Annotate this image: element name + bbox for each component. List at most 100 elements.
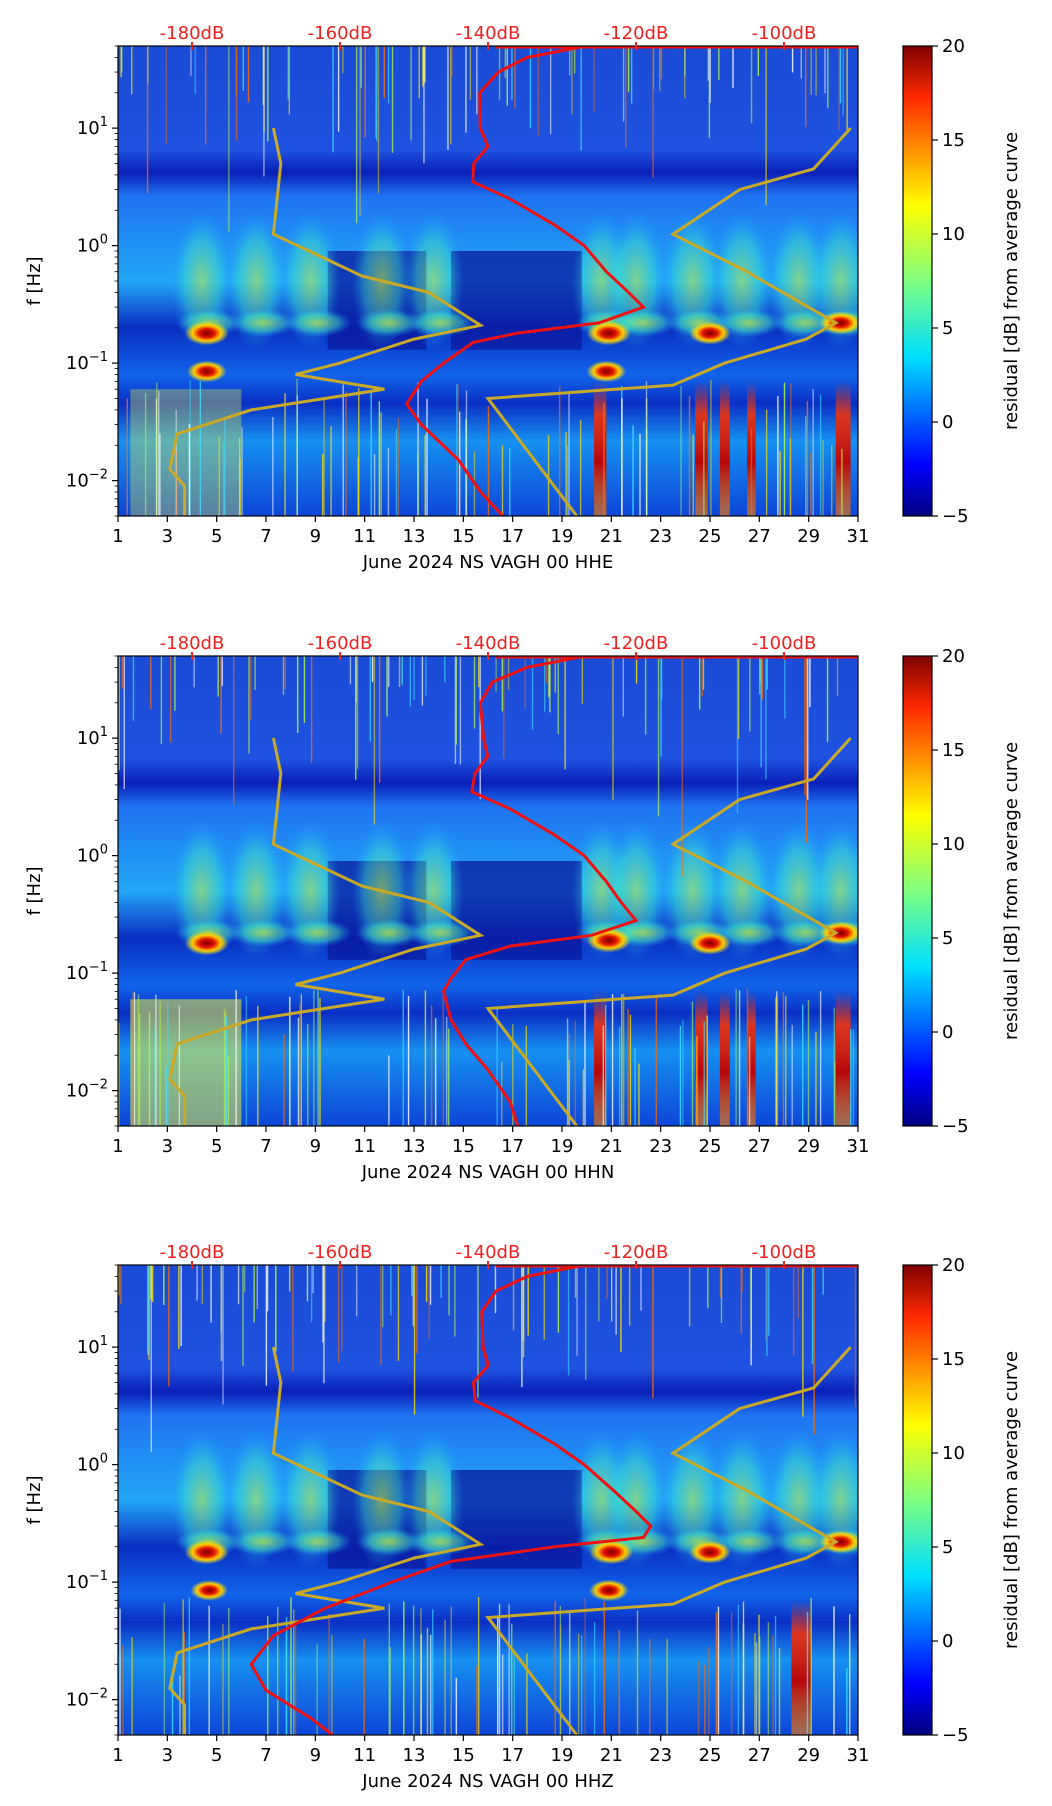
spectral-streak	[297, 1017, 300, 1126]
spectral-streak	[682, 1019, 684, 1126]
spectral-streak	[838, 46, 840, 130]
spectral-streak	[455, 1677, 458, 1735]
storm-event	[819, 311, 858, 335]
spectral-streak	[428, 1265, 430, 1339]
spectral-streak	[732, 46, 734, 89]
spectral-streak	[579, 419, 582, 516]
spectral-streak	[564, 656, 566, 770]
x-tick-label: 31	[847, 1745, 870, 1766]
spectral-streak	[245, 995, 248, 1126]
y-tick-base: 10	[66, 353, 89, 374]
x-tick-label: 25	[699, 1136, 722, 1157]
x-tick-label: 27	[748, 1136, 771, 1157]
spectral-streak	[767, 1622, 770, 1735]
spectral-streak	[569, 1613, 571, 1735]
spectral-streak	[337, 1265, 340, 1363]
colorbar-tick-label: 20	[942, 646, 965, 667]
spectral-streak	[345, 391, 347, 516]
spectral-streak	[267, 1616, 269, 1735]
colorbar-tick-label: 5	[942, 928, 953, 949]
spectral-streak	[630, 46, 633, 104]
spectral-streak	[359, 46, 361, 216]
x-tick-label: 27	[748, 1745, 771, 1766]
spectral-streak	[165, 46, 167, 144]
spectral-streak	[477, 1265, 479, 1398]
spectral-streak	[323, 1265, 325, 1384]
spectral-streak	[416, 1265, 418, 1354]
spectral-streak	[766, 1265, 768, 1357]
spectral-streak	[813, 1265, 815, 1435]
spectral-streak	[513, 1649, 516, 1735]
spectral-streak	[430, 1634, 432, 1735]
spectral-streak	[720, 1265, 723, 1324]
spectral-streak	[275, 1265, 277, 1352]
spectral-streak	[218, 436, 220, 516]
storm-event	[589, 1579, 629, 1602]
spectral-streak	[554, 656, 556, 693]
psd-curve	[404, 46, 647, 516]
y-tick-label: 10−1	[66, 1569, 108, 1593]
y-axis-label: f [Hz]	[24, 866, 45, 915]
storm-event	[190, 1580, 228, 1601]
spectral-streak	[133, 992, 136, 1126]
spectral-streak	[621, 994, 623, 1126]
spectral-streak	[370, 390, 372, 516]
spectral-streak	[494, 1265, 497, 1314]
spectral-streak	[349, 656, 352, 685]
spectral-streak	[649, 1639, 651, 1735]
spectral-streak	[228, 46, 230, 232]
colorbar-tick-label: 20	[942, 1255, 965, 1276]
spectral-streak	[640, 1265, 642, 1311]
spectral-streak	[584, 1001, 586, 1126]
colorbar-label: residual [dB] from average curve	[1001, 1351, 1022, 1649]
spectral-streak	[401, 656, 403, 685]
spectral-streak	[809, 656, 811, 708]
spectral-streak	[420, 1608, 422, 1735]
spectral-streak	[568, 1059, 570, 1126]
spectral-streak	[638, 1063, 640, 1126]
spectral-streak	[750, 1265, 752, 1324]
spectral-streak	[412, 1605, 415, 1735]
y-tick-label: 101	[77, 115, 108, 139]
spectral-streak	[750, 1265, 752, 1349]
spectral-streak	[703, 421, 705, 516]
spectral-streak	[521, 1265, 523, 1388]
nhnm-curve	[485, 127, 852, 516]
y-tick-base: 10	[77, 728, 100, 749]
x-tick-label: 29	[797, 1745, 820, 1766]
spectral-streak	[355, 46, 358, 224]
spectral-streak	[559, 1605, 562, 1735]
spectral-streak	[179, 1675, 181, 1735]
x-tick-label: 13	[403, 1136, 426, 1157]
x-tick-label: 3	[162, 1745, 173, 1766]
spectral-streak	[285, 1616, 288, 1735]
spectral-streak	[680, 385, 682, 516]
spectrogram-hhz	[118, 1265, 858, 1735]
x-tick-label: 1	[112, 1136, 123, 1157]
y-tick-exponent: −1	[89, 960, 108, 975]
spectral-streak	[715, 1612, 717, 1735]
spectral-streak	[120, 1265, 122, 1305]
spectral-streak	[495, 656, 497, 692]
x-tick-label: 19	[551, 1136, 574, 1157]
spectral-streak	[755, 1642, 758, 1735]
spectral-streak	[569, 46, 571, 76]
spectral-streak	[776, 991, 778, 1126]
spectral-streak	[681, 656, 683, 877]
y-tick-exponent: 1	[100, 725, 108, 740]
spectral-streak	[132, 656, 135, 721]
spectral-streak	[456, 384, 458, 516]
spectral-streak	[581, 656, 584, 704]
spectral-streak	[645, 398, 648, 516]
spectral-streak	[182, 1599, 184, 1735]
spectral-streak	[242, 1265, 244, 1366]
spectral-streak	[378, 656, 381, 783]
spectral-streak	[257, 1005, 259, 1126]
colorbar: 20 15 10 5 0 −5 residual [dB] from average cur…	[902, 646, 1022, 1137]
spectral-streak	[412, 1265, 414, 1327]
spectral-streak	[175, 409, 177, 516]
y-tick-label: 101	[77, 1334, 108, 1358]
x-tick-label: 27	[748, 526, 771, 547]
spectral-streak	[265, 1265, 268, 1386]
